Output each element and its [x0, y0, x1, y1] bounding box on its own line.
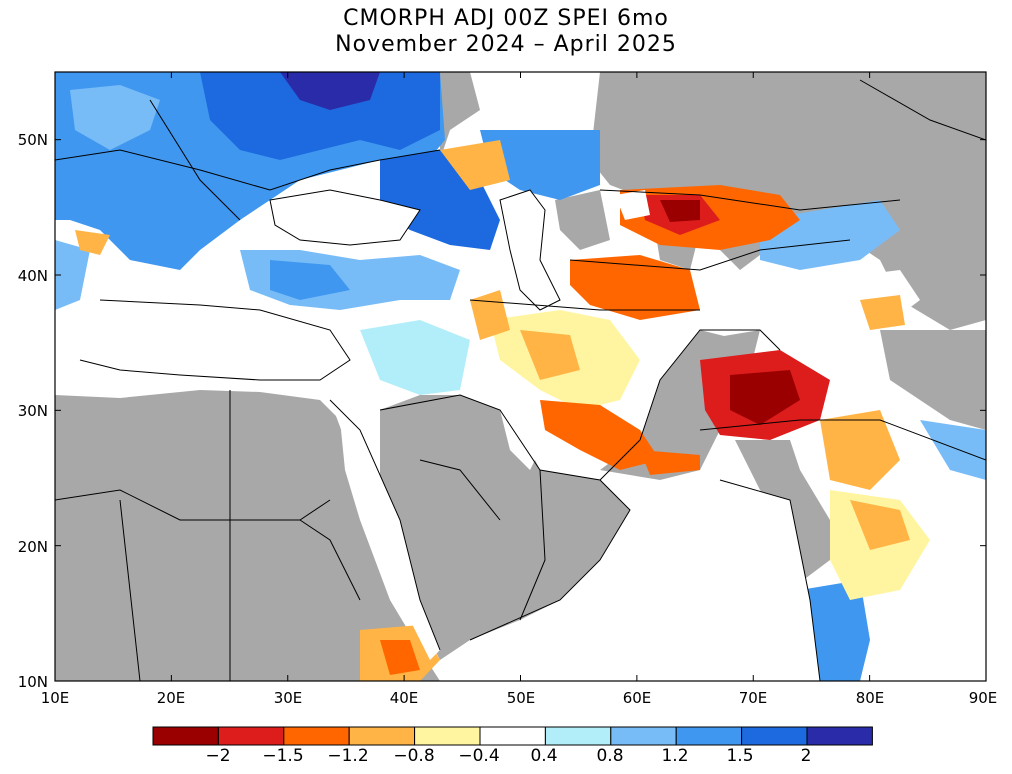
colorbar-swatch [152, 726, 219, 746]
x-tick-label: 90E [968, 689, 998, 707]
colorbar-label: 0.8 [596, 746, 624, 766]
dry-regions [75, 140, 930, 681]
colorbar-swatch [217, 726, 285, 746]
inland-waters [70, 190, 820, 681]
colorbar-label: 0.4 [530, 746, 558, 766]
colorbar-swatch [283, 726, 350, 746]
colorbar-swatch [414, 726, 481, 746]
boundary-lines [55, 79, 986, 681]
colorbar-label: 1.5 [726, 746, 754, 766]
x-tick-label: 40E [389, 689, 419, 707]
x-tick-label: 60E [622, 689, 652, 707]
colorbar-swatch [806, 726, 873, 746]
x-tick-label: 10E [40, 689, 70, 707]
colorbar-label: −1.5 [262, 746, 304, 766]
y-tick-label: 50N [17, 131, 48, 149]
x-tick-label: 50E [506, 689, 536, 707]
colorbar-label: 1.2 [661, 746, 689, 766]
colorbar-swatch [741, 726, 808, 746]
colorbar-swatch [675, 726, 743, 746]
colorbar [152, 726, 873, 746]
colorbar-swatch [610, 726, 677, 746]
colorbar-label: −0.8 [393, 746, 435, 766]
colorbar-label: 2 [800, 746, 812, 766]
x-tick-label: 80E [855, 689, 885, 707]
colorbar-label: −1.2 [327, 746, 369, 766]
colorbar-swatch [348, 726, 416, 746]
colorbar-swatch [544, 726, 612, 746]
y-tick-label: 30N [17, 402, 48, 420]
y-tick-label: 10N [17, 673, 48, 691]
colorbar-label: −2 [205, 746, 231, 766]
x-tick-label: 20E [156, 689, 186, 707]
colorbar-label: −0.4 [458, 746, 500, 766]
x-tick-label: 30E [273, 689, 303, 707]
map-title: CMORPH ADJ 00Z SPEI 6mo [343, 6, 669, 31]
map-subtitle: November 2024 – April 2025 [335, 32, 677, 57]
y-tick-label: 40N [17, 267, 48, 285]
colorbar-swatch [479, 726, 546, 746]
x-tick-label: 70E [738, 689, 768, 707]
y-tick-label: 20N [17, 538, 48, 556]
